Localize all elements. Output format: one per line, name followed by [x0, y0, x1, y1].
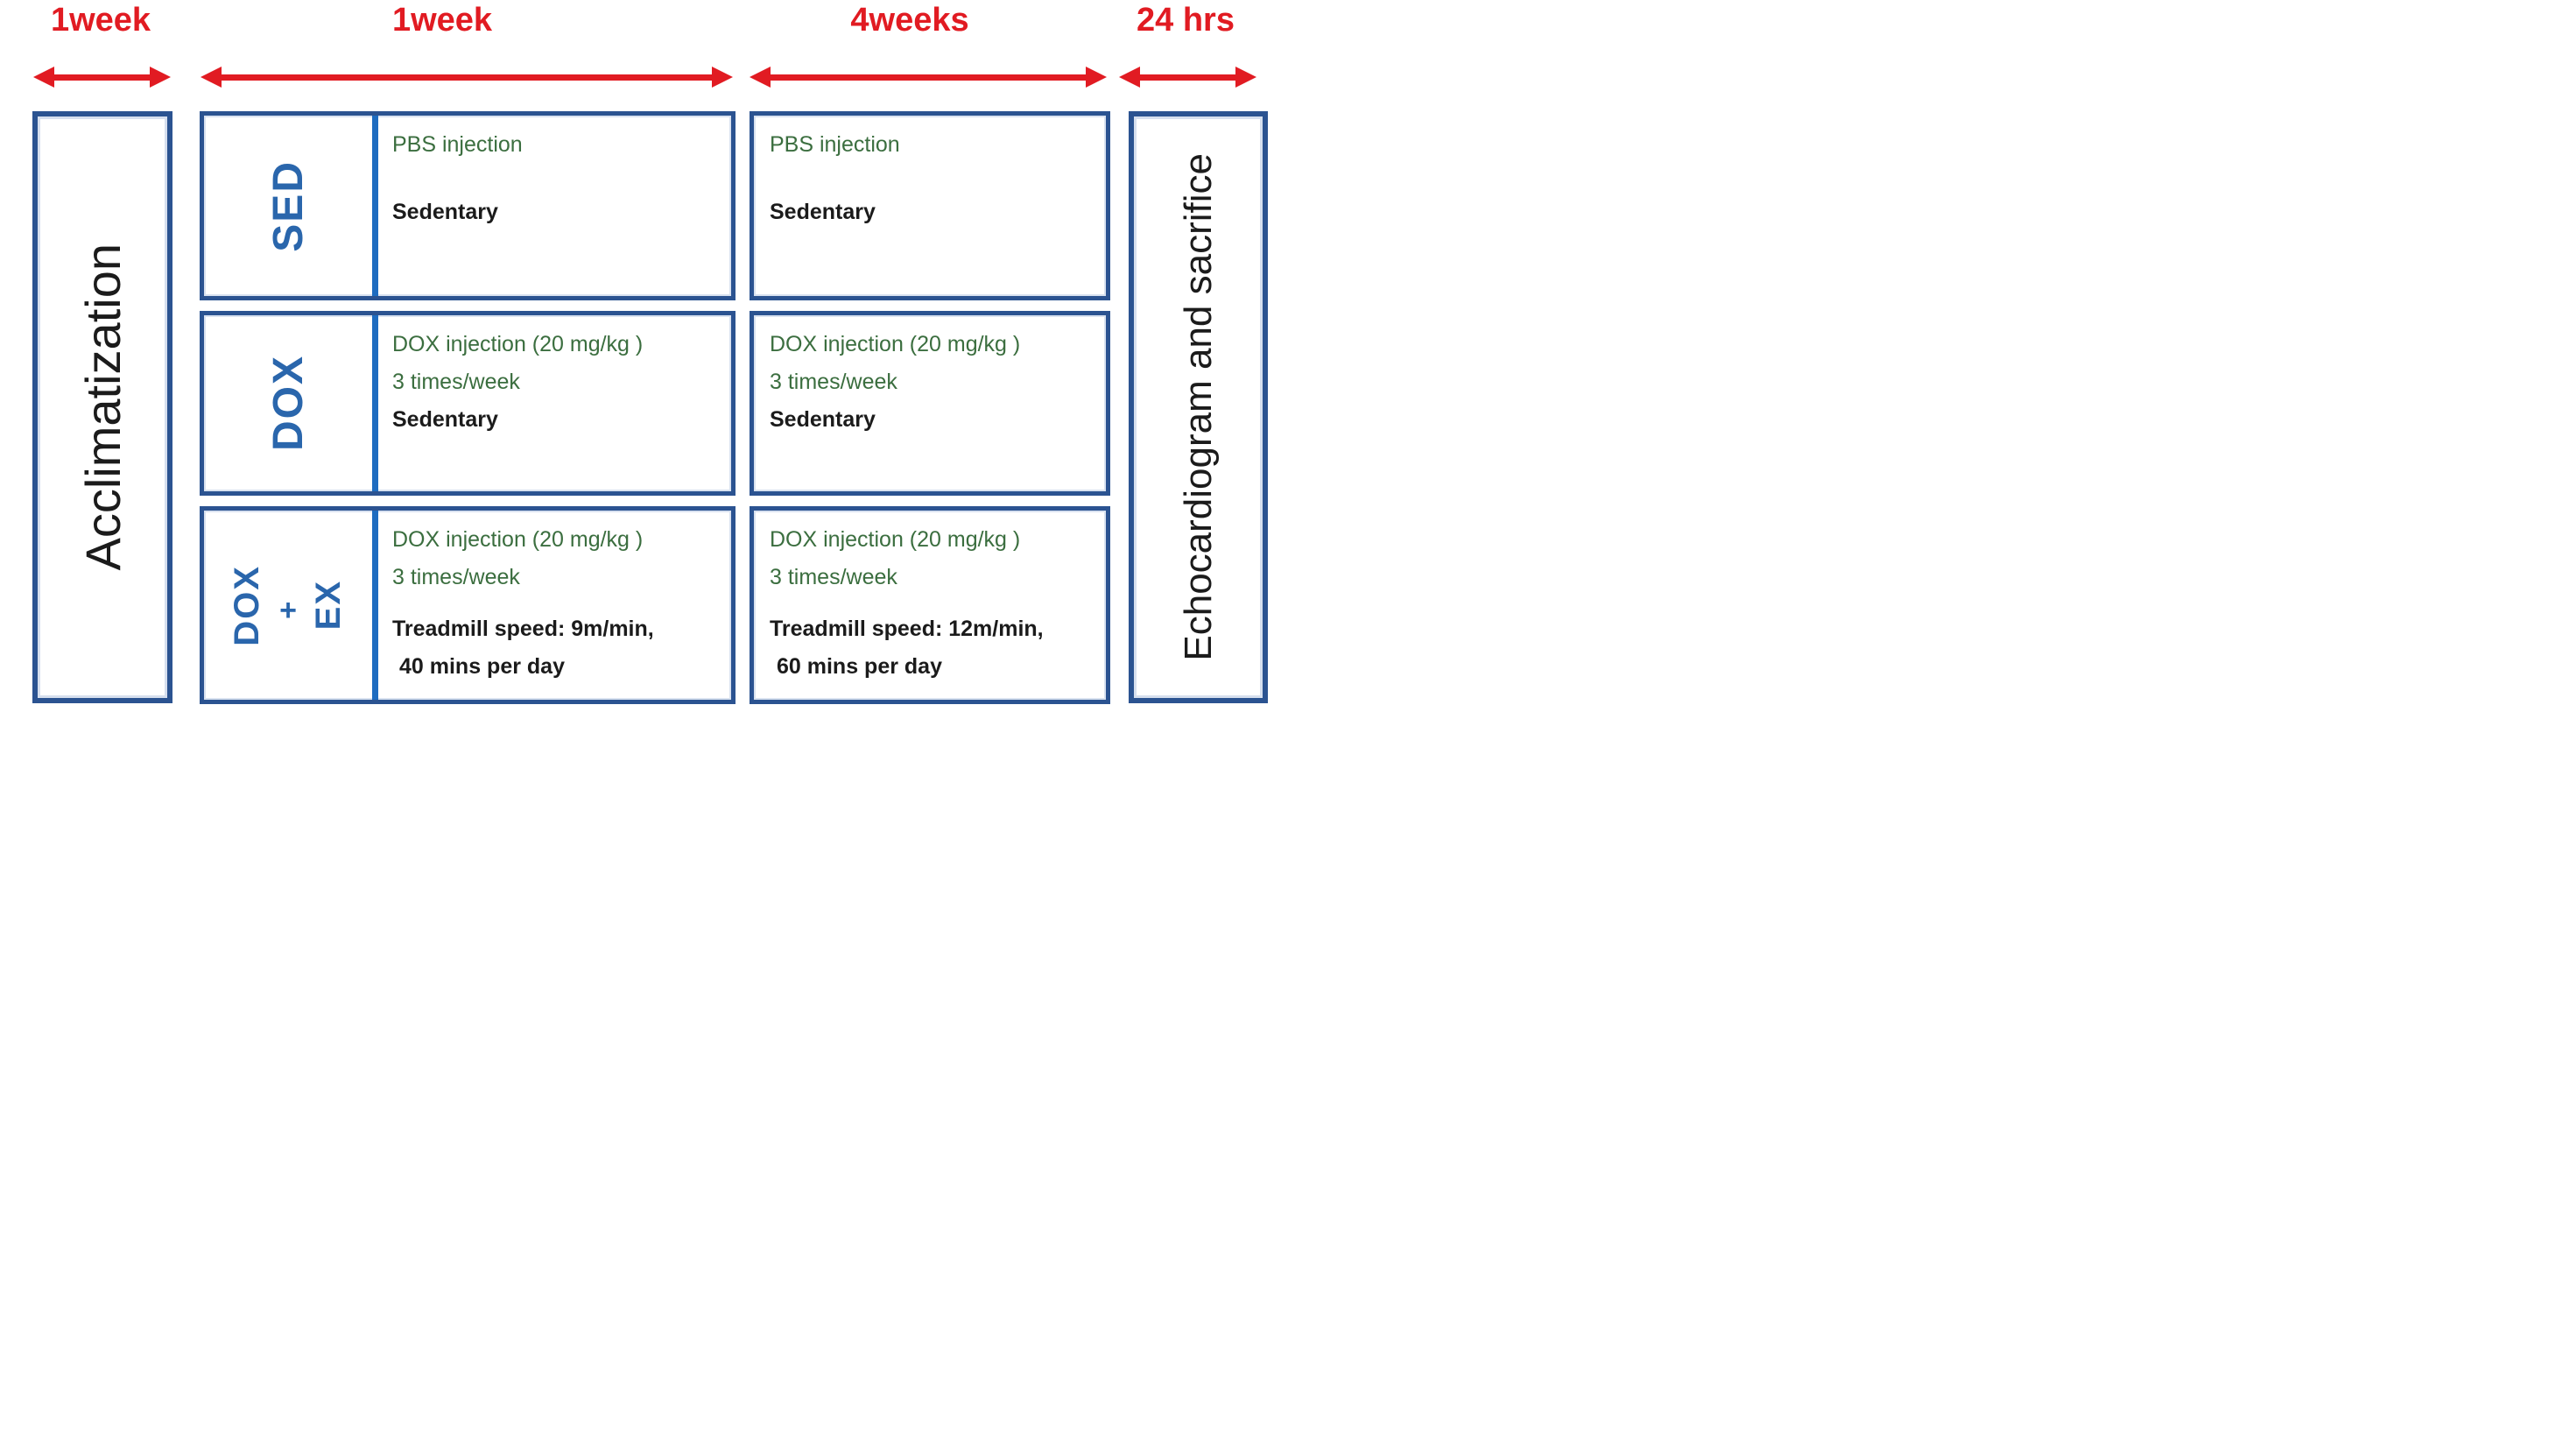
- sed-week1-content: PBS injection Sedentary: [378, 116, 731, 296]
- arrow-shaft: [222, 74, 712, 81]
- arrow-head-right-icon: [1086, 67, 1107, 88]
- plus-sign: +: [279, 593, 297, 627]
- treatment-line: Sedentary: [392, 200, 498, 224]
- arrow-shaft: [771, 74, 1086, 81]
- treatment-line: DOX injection (20 mg/kg ): [392, 332, 644, 356]
- duration-arrow-weeks4: [750, 67, 1107, 88]
- duration-arrow-week1: [201, 67, 733, 88]
- doxex-weeks4-content: DOX injection (20 mg/kg ) 3 times/week T…: [754, 511, 1106, 700]
- arrow-shaft: [1140, 74, 1235, 81]
- treatment-line: DOX injection (20 mg/kg ): [392, 527, 644, 552]
- study-timeline-figure: 1week 1week 4weeks 24 hrs Acclimatizatio…: [0, 0, 1288, 716]
- sed-week1-box: SED PBS injection Sedentary: [200, 111, 735, 300]
- arrow-head-left-icon: [201, 67, 222, 88]
- doxex-weeks4-box: DOX injection (20 mg/kg ) 3 times/week T…: [750, 506, 1110, 704]
- duration-label-24hrs: 24 hrs: [1137, 2, 1235, 39]
- cell-divider: [372, 511, 378, 700]
- treatment-line: 60 mins per day: [777, 654, 942, 679]
- dox-weeks4-box: DOX injection (20 mg/kg ) 3 times/week S…: [750, 311, 1110, 496]
- acclimatization-box: Acclimatization: [32, 111, 172, 703]
- duration-label-week1: 1week: [391, 2, 493, 39]
- treatment-line: 3 times/week: [392, 565, 520, 589]
- arrow-head-right-icon: [1235, 67, 1256, 88]
- arrow-head-right-icon: [712, 67, 733, 88]
- treatment-line: DOX injection (20 mg/kg ): [770, 527, 1021, 552]
- arrow-head-left-icon: [750, 67, 771, 88]
- endpoint-box: Echocardiogram and sacrifice: [1129, 111, 1268, 703]
- duration-arrow-24hrs: [1119, 67, 1256, 88]
- group-label-dox-ex: DOX + EX: [228, 564, 348, 646]
- arrow-head-left-icon: [33, 67, 54, 88]
- treatment-line: Sedentary: [392, 407, 498, 432]
- duration-label-weeks4: 4weeks: [850, 2, 969, 39]
- duration-arrow-acclimatization: [33, 67, 171, 88]
- treatment-line: DOX injection (20 mg/kg ): [770, 332, 1021, 356]
- treatment-line: Sedentary: [770, 407, 876, 432]
- treatment-line: Treadmill speed: 9m/min,: [392, 617, 654, 641]
- treatment-line: 3 times/week: [770, 370, 897, 394]
- treatment-line: Sedentary: [770, 200, 876, 224]
- cell-divider: [372, 116, 378, 296]
- treatment-line: PBS injection: [392, 132, 523, 157]
- treatment-line: PBS injection: [770, 132, 900, 157]
- arrow-head-left-icon: [1119, 67, 1140, 88]
- sed-weeks4-content: PBS injection Sedentary: [754, 116, 1106, 296]
- arrow-head-right-icon: [150, 67, 171, 88]
- group-label-sed: SED: [264, 159, 312, 252]
- arrow-shaft: [54, 74, 150, 81]
- dox-week1-content: DOX injection (20 mg/kg ) 3 times/week S…: [378, 315, 731, 491]
- treatment-line: 3 times/week: [770, 565, 897, 589]
- dox-week1-box: DOX DOX injection (20 mg/kg ) 3 times/we…: [200, 311, 735, 496]
- doxex-week1-content: DOX injection (20 mg/kg ) 3 times/week T…: [378, 511, 731, 700]
- treatment-line: Treadmill speed: 12m/min,: [770, 617, 1044, 641]
- doxex-week1-box: DOX + EX DOX injection (20 mg/kg ) 3 tim…: [200, 506, 735, 704]
- group-label-dox: DOX: [264, 355, 312, 452]
- duration-label-acclimatization: 1week: [50, 2, 151, 39]
- cell-divider: [372, 315, 378, 491]
- sed-weeks4-box: PBS injection Sedentary: [750, 111, 1110, 300]
- acclimatization-label: Acclimatization: [74, 243, 130, 571]
- treatment-line: 3 times/week: [392, 370, 520, 394]
- treatment-line: 40 mins per day: [399, 654, 565, 679]
- endpoint-label: Echocardiogram and sacrifice: [1176, 153, 1220, 661]
- dox-weeks4-content: DOX injection (20 mg/kg ) 3 times/week S…: [754, 315, 1106, 491]
